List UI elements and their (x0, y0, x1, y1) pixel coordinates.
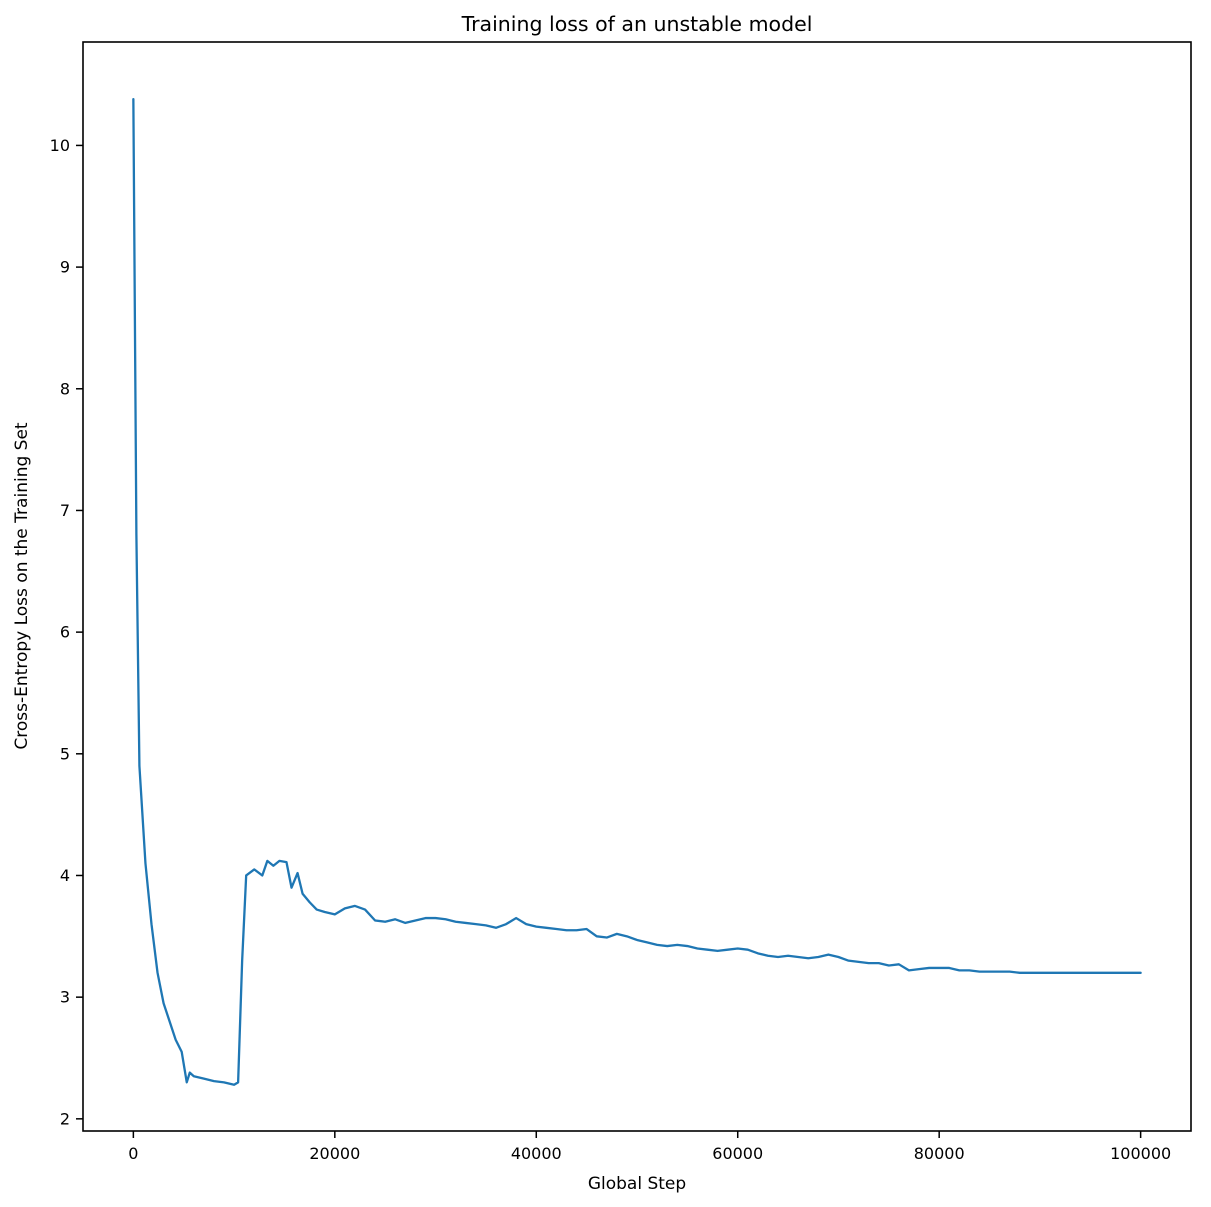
y-tick-label: 10 (50, 136, 70, 155)
y-tick-label: 8 (60, 379, 70, 398)
x-tick-label: 60000 (712, 1144, 763, 1163)
y-tick-label: 4 (60, 866, 70, 885)
x-tick-label: 0 (128, 1144, 138, 1163)
y-tick-label: 3 (60, 988, 70, 1007)
y-tick-label: 7 (60, 501, 70, 520)
x-tick-label: 80000 (914, 1144, 965, 1163)
y-tick-label: 5 (60, 744, 70, 763)
x-tick-label: 100000 (1110, 1144, 1171, 1163)
y-tick-label: 9 (60, 258, 70, 277)
axes-spines (82, 41, 1192, 1132)
y-tick-label: 2 (60, 1109, 70, 1128)
chart-title: Training loss of an unstable model (461, 12, 813, 36)
x-tick-label: 40000 (511, 1144, 562, 1163)
x-axis-label: Global Step (587, 1174, 687, 1194)
loss-curve (132, 98, 1142, 1086)
x-tick-label: 20000 (309, 1144, 360, 1163)
y-tick-label: 6 (60, 623, 70, 642)
